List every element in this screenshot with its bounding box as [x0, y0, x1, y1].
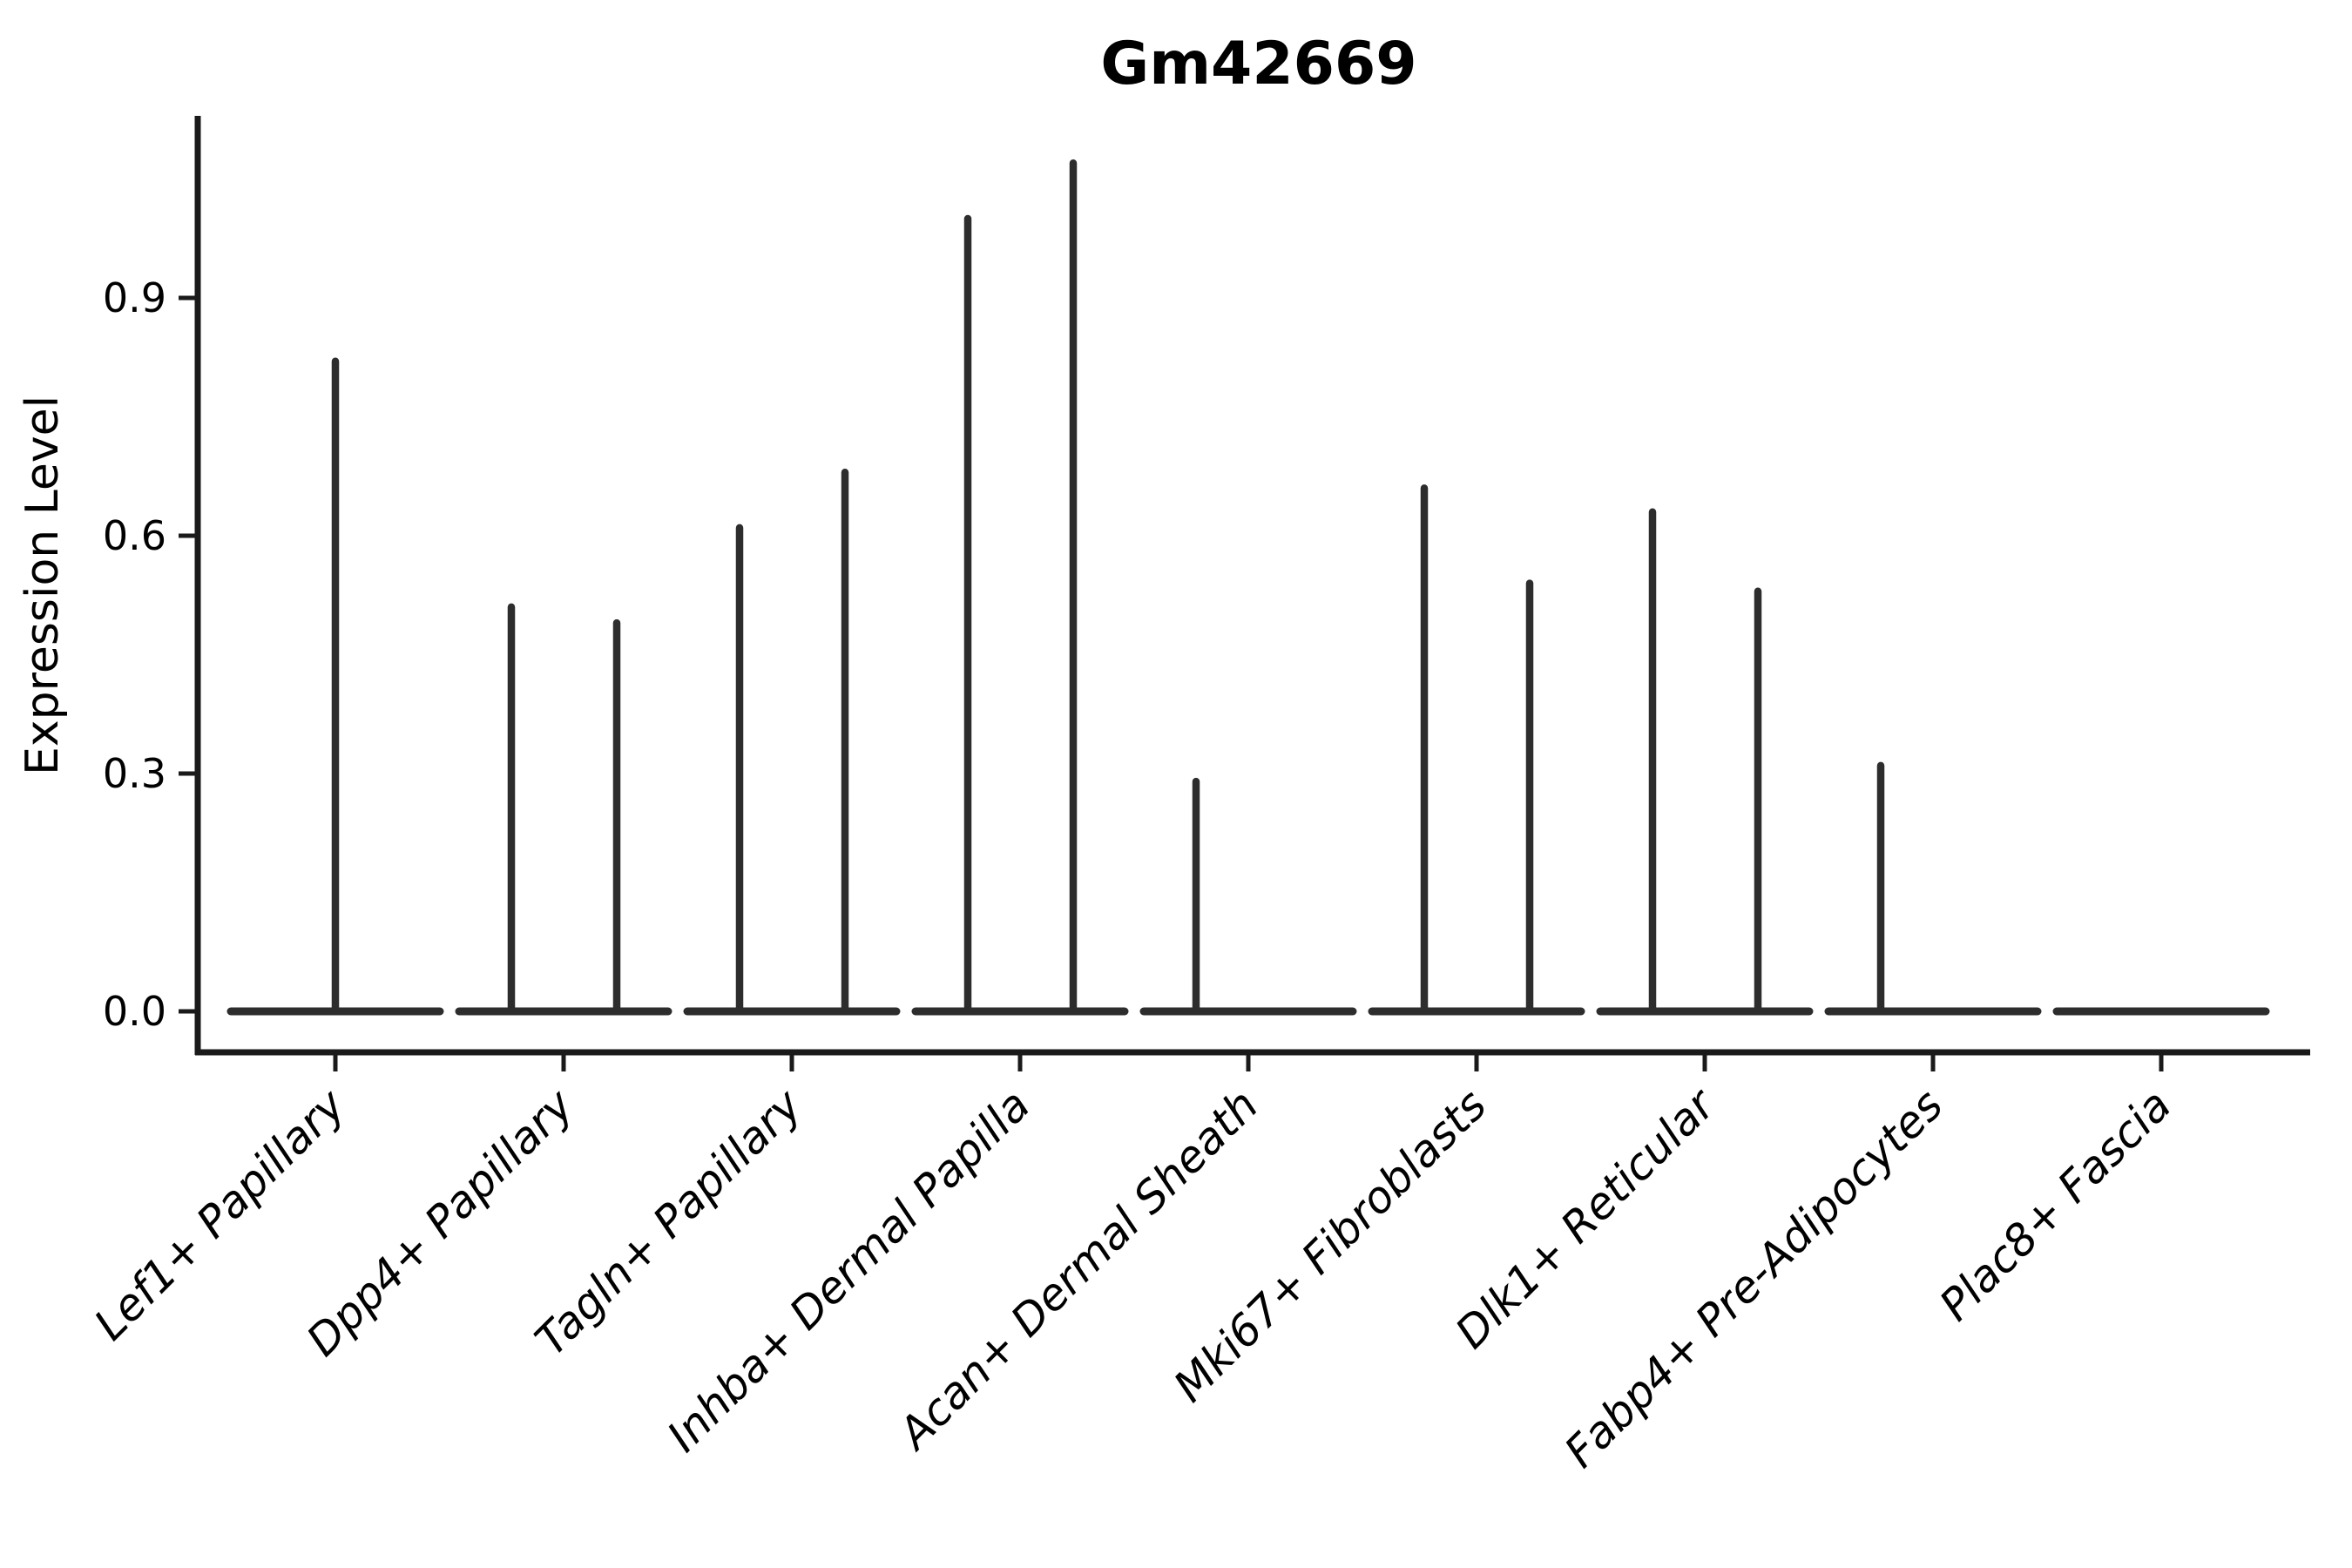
- x-category-label-inhba-dermal-papilla: Inhba+ Dermal Papilla: [658, 1079, 1039, 1461]
- x-category-label-acan-dermal-sheath: Acan+ Dermal Sheath: [888, 1079, 1268, 1460]
- y-tick-label-0.9: 0.9: [103, 274, 166, 321]
- violin-fabp4-pre-adipocytes: [1824, 761, 2042, 1016]
- y-tick-label-0.6: 0.6: [103, 512, 166, 559]
- violin-tagln-papillary: [683, 468, 901, 1016]
- violin-mki67-fibroblasts: [1368, 484, 1585, 1016]
- x-category-label-lef1-papillary: Lef1+ Papillary: [84, 1078, 355, 1349]
- y-tick-label-0.0: 0.0: [103, 988, 166, 1035]
- x-category-label-plac8-fascia: Plac8+ Fascia: [1930, 1079, 2181, 1330]
- chart-title: Gm42669: [1100, 30, 1416, 98]
- violin-dlk1-reticular: [1596, 508, 1814, 1016]
- y-tick-label-0.3: 0.3: [103, 750, 166, 797]
- x-category-label-fabp4-pre-adipocytes: Fabp4+ Pre-Adipocytes: [1555, 1079, 1953, 1477]
- violin-inhba-dermal-papilla: [911, 159, 1129, 1016]
- violin-acan-dermal-sheath: [1139, 777, 1357, 1016]
- violin-dpp4-papillary: [455, 603, 672, 1016]
- violin-lef1-papillary: [226, 357, 444, 1016]
- y-axis-label: Expression Level: [17, 395, 69, 775]
